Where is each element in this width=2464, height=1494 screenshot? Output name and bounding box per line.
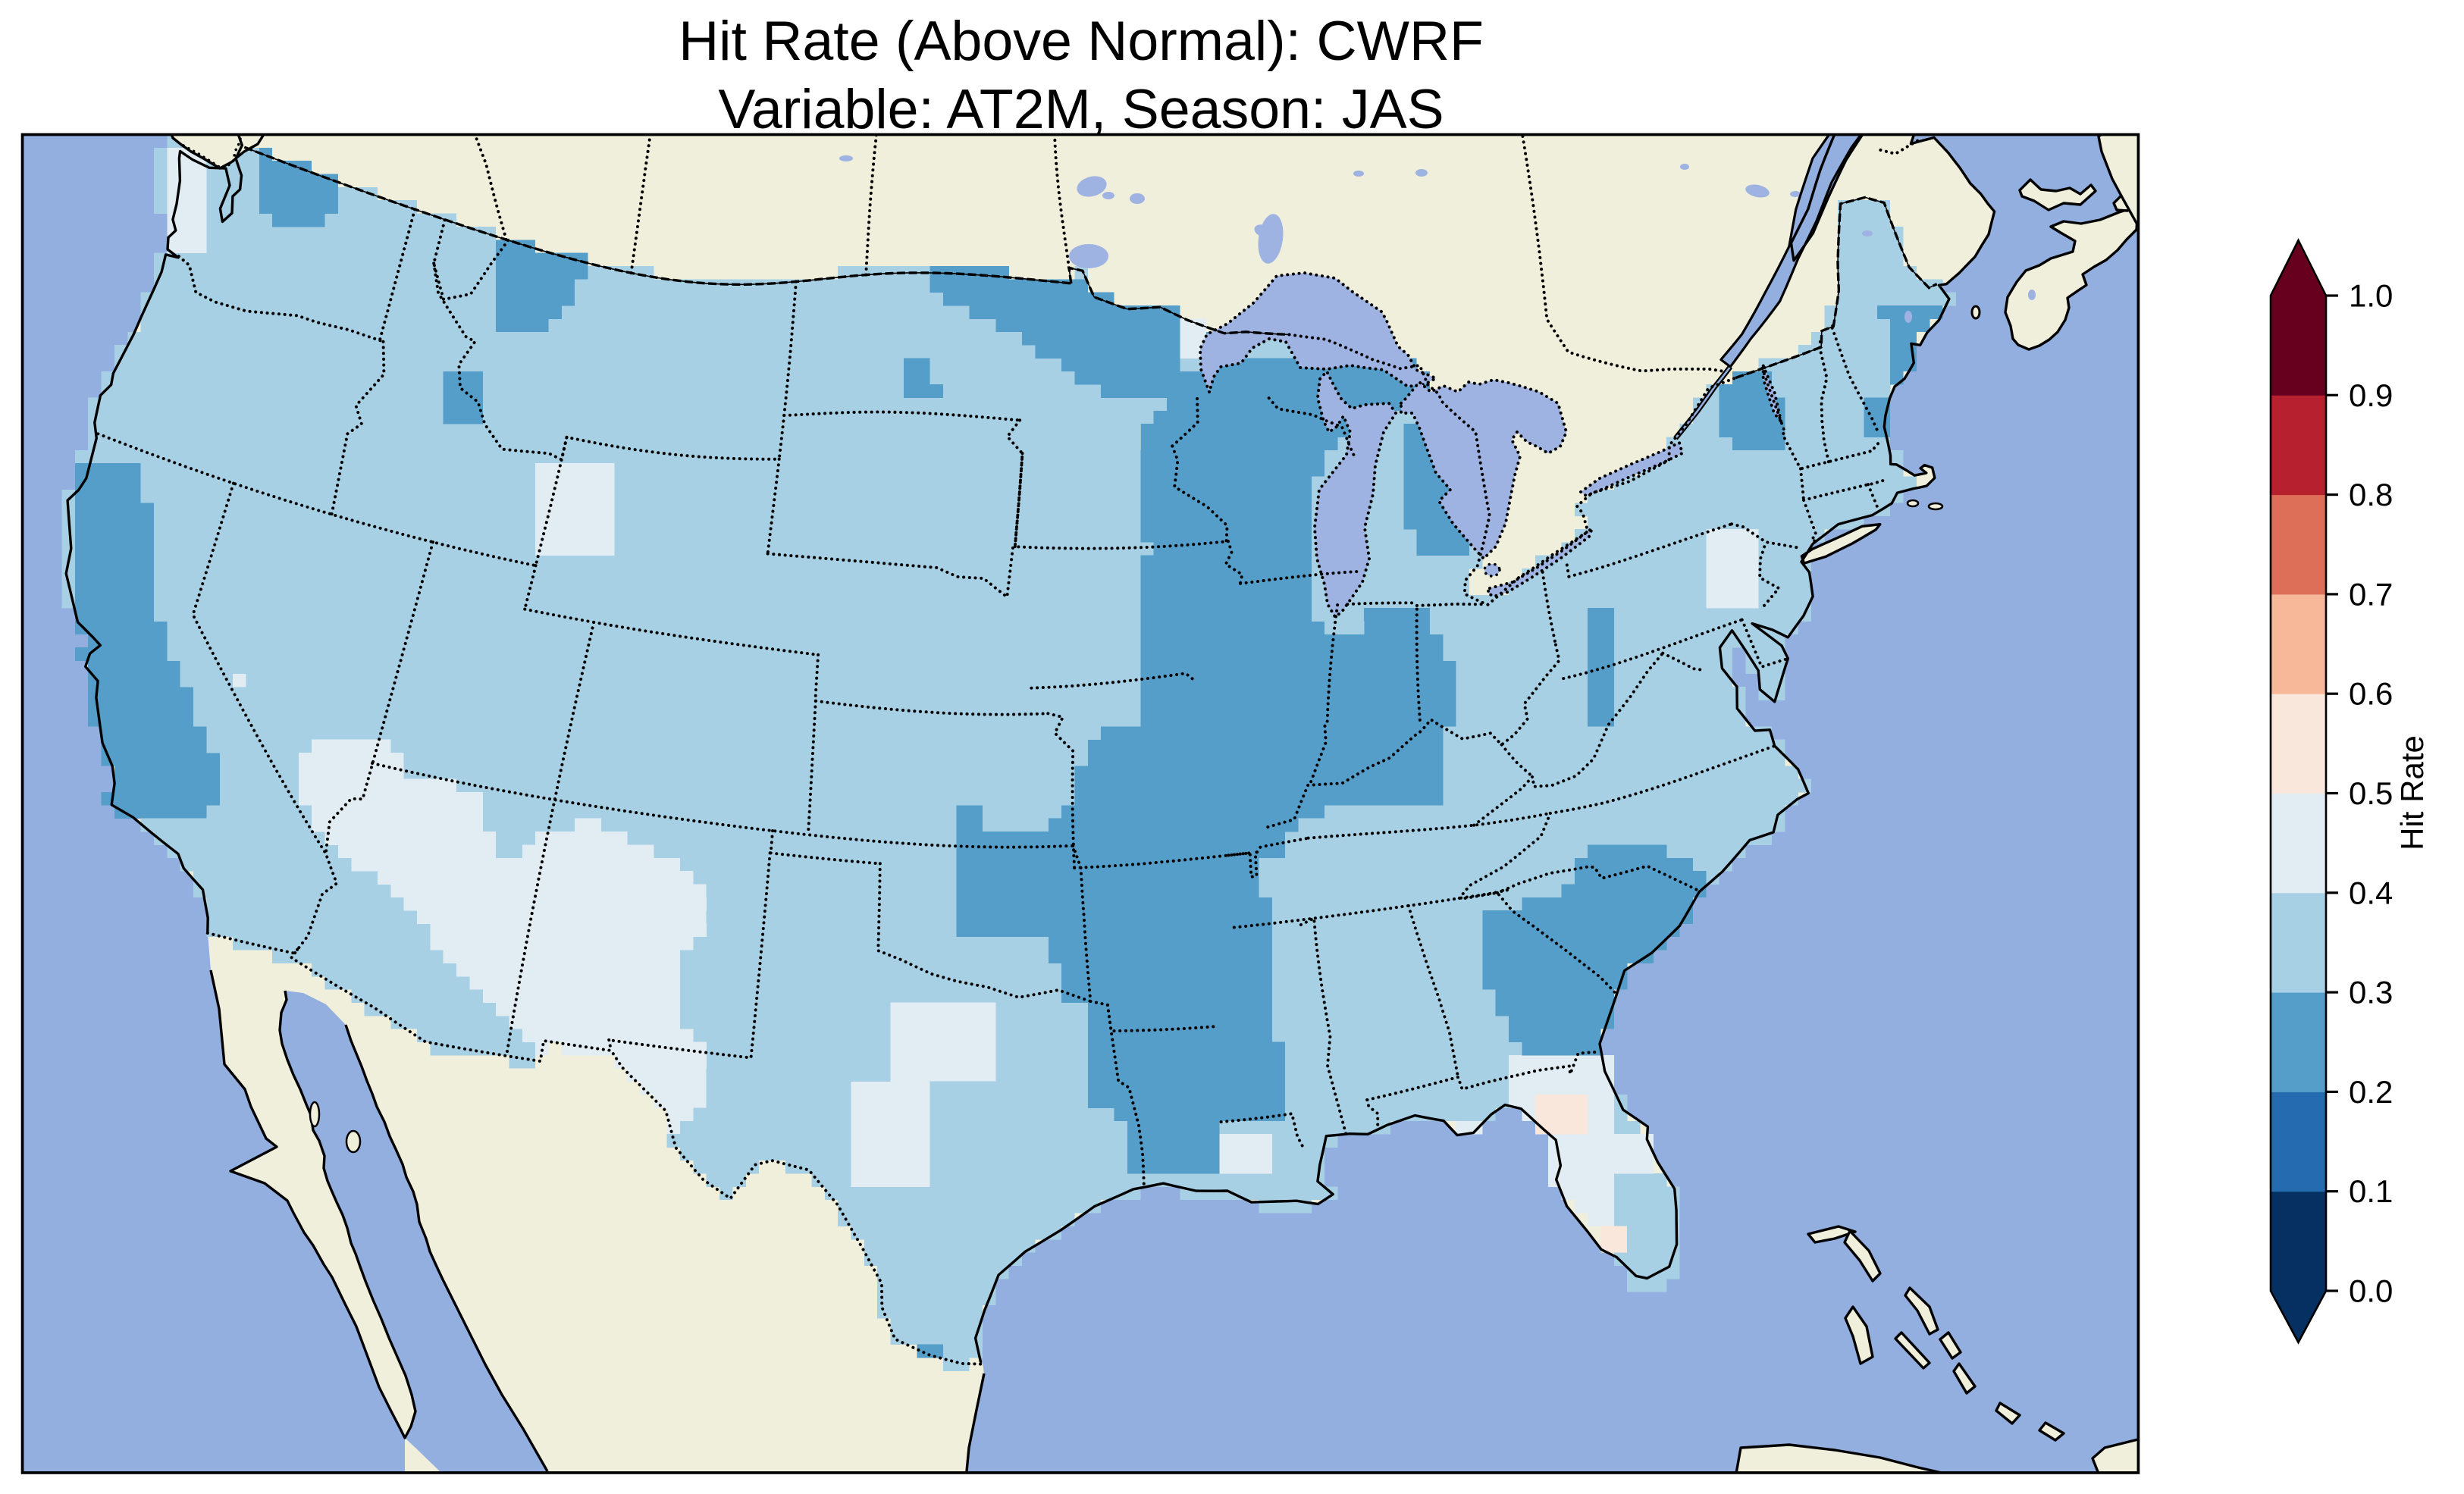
svg-text:0.6: 0.6 — [2349, 676, 2393, 712]
svg-text:0.3: 0.3 — [2349, 975, 2393, 1010]
svg-text:0.8: 0.8 — [2349, 477, 2393, 512]
svg-text:0.1: 0.1 — [2349, 1173, 2393, 1209]
svg-text:0.4: 0.4 — [2349, 875, 2393, 910]
svg-text:0.5: 0.5 — [2349, 775, 2393, 811]
svg-text:0.2: 0.2 — [2349, 1074, 2393, 1110]
svg-text:0.0: 0.0 — [2349, 1273, 2393, 1309]
svg-text:1.0: 1.0 — [2349, 278, 2393, 314]
svg-text:Hit Rate: Hit Rate — [2394, 735, 2430, 850]
svg-text:0.7: 0.7 — [2349, 576, 2393, 612]
svg-text:0.9: 0.9 — [2349, 377, 2393, 413]
